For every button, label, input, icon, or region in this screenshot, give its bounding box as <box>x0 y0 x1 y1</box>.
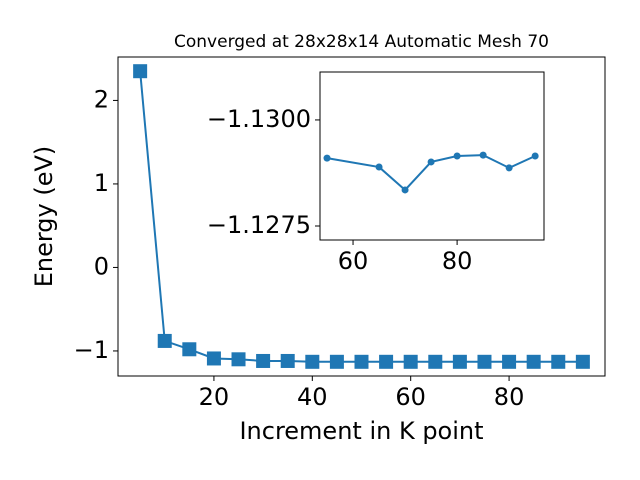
data-point <box>531 152 539 160</box>
x-tick-label: 60 <box>338 247 369 275</box>
y-tick-label: 2 <box>94 85 109 113</box>
data-point <box>280 353 295 368</box>
y-tick-label: 1 <box>94 169 109 197</box>
data-point <box>329 354 344 369</box>
data-point <box>526 354 541 369</box>
data-point <box>375 163 383 171</box>
data-point <box>401 186 409 194</box>
y-tick-label: −1.1275 <box>207 211 311 239</box>
data-point <box>206 351 221 366</box>
y-tick-label: 0 <box>94 252 109 280</box>
data-point <box>551 354 566 369</box>
data-point <box>502 354 517 369</box>
y-tick-label: −1.1300 <box>207 105 311 133</box>
x-tick-label: 20 <box>199 383 230 411</box>
data-line <box>326 154 536 192</box>
data-point <box>575 354 590 369</box>
data-point <box>477 354 492 369</box>
data-point <box>453 152 461 160</box>
plot-area <box>319 71 545 241</box>
chart-title: Converged at 28x28x14 Automatic Mesh 70 <box>174 32 549 52</box>
x-tick-label: 80 <box>442 247 473 275</box>
data-point <box>428 354 443 369</box>
x-tick-label: 40 <box>297 383 328 411</box>
data-point <box>231 352 246 367</box>
data-point <box>305 354 320 369</box>
y-tick-label: −1 <box>74 336 109 364</box>
data-point <box>479 151 487 159</box>
x-tick-label: 60 <box>395 383 426 411</box>
data-point <box>403 354 418 369</box>
data-point <box>379 354 394 369</box>
data-point <box>354 354 369 369</box>
x-axis-label: Increment in K point <box>239 417 483 445</box>
data-point <box>133 64 148 79</box>
data-point <box>427 158 435 166</box>
x-tick-label: 80 <box>494 383 525 411</box>
data-point <box>256 353 271 368</box>
data-point <box>323 154 331 162</box>
data-point <box>505 164 513 172</box>
data-point <box>452 354 467 369</box>
data-point <box>157 333 172 348</box>
data-point <box>182 342 197 357</box>
y-axis-label: Energy (eV) <box>30 146 58 288</box>
